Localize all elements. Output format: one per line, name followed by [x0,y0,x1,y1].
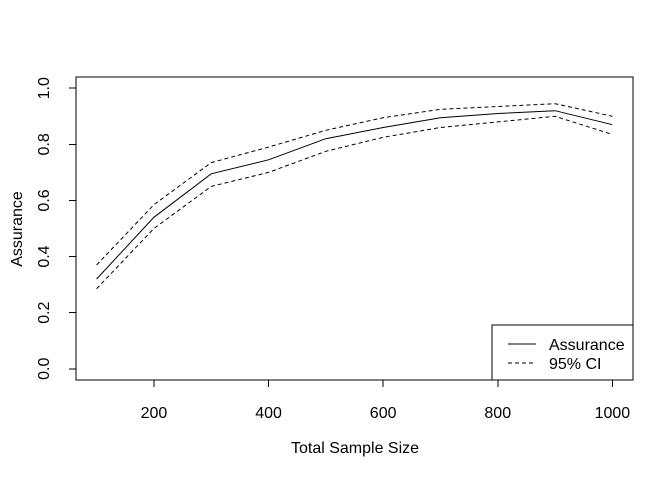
plot-border [75,76,634,381]
y-tick-label: 0.0 [36,358,53,380]
y-tick-label: 0.8 [36,133,53,155]
x-tick-label: 1000 [595,405,631,422]
y-tick-label: 0.4 [36,245,53,267]
x-tick-label: 400 [255,405,282,422]
x-tick-label: 600 [370,405,397,422]
series-assurance [96,110,613,280]
x-tick-label: 800 [484,405,511,422]
series-95-ci-lower [96,115,613,290]
x-tick-label: 200 [141,405,168,422]
x-axis: 200 400 600 800 1000 [141,380,631,422]
legend-label-ci: 95% CI [549,356,601,373]
y-tick-label: 0.2 [36,301,53,323]
x-axis-title: Total Sample Size [291,440,419,457]
y-axis-title: Assurance [9,191,26,267]
legend-box [491,324,634,381]
y-tick-label: 1.0 [36,77,53,99]
y-tick-label: 0.6 [36,189,53,211]
legend-label-assurance: Assurance [549,337,625,354]
data-series [96,103,613,290]
y-axis: 0.0 0.2 0.4 0.6 0.8 1.0 [36,77,76,380]
legend: Assurance 95% CI [491,324,634,381]
series-95-ci-upper [96,103,613,266]
